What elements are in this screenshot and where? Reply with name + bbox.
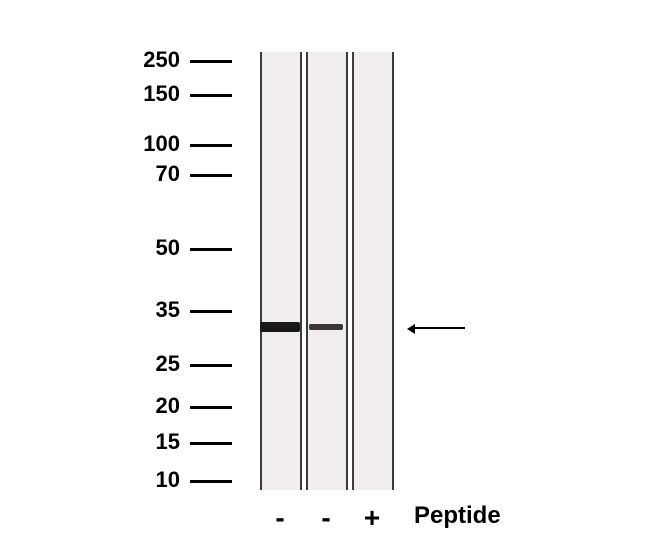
mw-label: 70 bbox=[156, 161, 180, 187]
mw-label: 35 bbox=[156, 297, 180, 323]
mw-tick bbox=[190, 310, 232, 313]
blot-lane bbox=[306, 52, 346, 490]
lane-edge bbox=[306, 52, 308, 490]
blot-lane bbox=[260, 52, 300, 490]
lane-edge bbox=[392, 52, 394, 490]
mw-tick bbox=[190, 442, 232, 445]
mw-tick bbox=[190, 364, 232, 367]
peptide-symbol: + bbox=[358, 502, 386, 534]
band-arrow bbox=[415, 327, 465, 329]
protein-band bbox=[260, 322, 300, 332]
mw-tick bbox=[190, 248, 232, 251]
mw-label: 100 bbox=[143, 131, 180, 157]
mw-label: 50 bbox=[156, 235, 180, 261]
peptide-symbol: - bbox=[312, 502, 340, 534]
mw-tick bbox=[190, 406, 232, 409]
mw-tick bbox=[190, 94, 232, 97]
lane-edge bbox=[346, 52, 348, 490]
peptide-symbol: - bbox=[266, 502, 294, 534]
mw-tick bbox=[190, 480, 232, 483]
mw-label: 20 bbox=[156, 393, 180, 419]
blot-lane bbox=[352, 52, 392, 490]
mw-label: 150 bbox=[143, 81, 180, 107]
western-blot-figure: 25015010070503525201510--+Peptide bbox=[0, 0, 650, 560]
lane-edge bbox=[260, 52, 262, 490]
mw-tick bbox=[190, 60, 232, 63]
lane-edge bbox=[300, 52, 302, 490]
mw-tick bbox=[190, 144, 232, 147]
mw-label: 25 bbox=[156, 351, 180, 377]
band-arrow-head bbox=[407, 324, 415, 334]
mw-tick bbox=[190, 174, 232, 177]
peptide-label: Peptide bbox=[414, 502, 501, 530]
lane-edge bbox=[352, 52, 354, 490]
mw-label: 15 bbox=[156, 429, 180, 455]
mw-label: 250 bbox=[143, 47, 180, 73]
protein-band bbox=[309, 324, 343, 330]
mw-label: 10 bbox=[156, 467, 180, 493]
